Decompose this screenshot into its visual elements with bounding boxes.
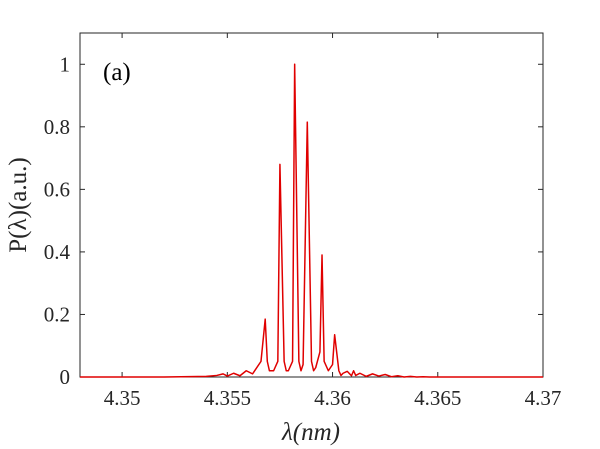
x-tick-label: 4.35	[104, 386, 141, 410]
y-tick-label: 0.8	[44, 115, 70, 139]
y-axis-ticks: 0 0.2 0.4 0.6 0.8 1	[44, 52, 543, 389]
y-tick-label: 0.4	[44, 240, 71, 264]
panel-label: (a)	[103, 59, 131, 86]
spectrum-line	[80, 63, 543, 378]
x-tick-label: 4.355	[204, 386, 251, 410]
y-axis-label: P(λ)(a.u.)	[5, 157, 32, 252]
y-tick-label: 0	[60, 365, 71, 389]
x-axis-ticks: 4.35 4.355 4.36 4.365 4.37	[104, 33, 562, 410]
x-axis-label: λ(nm)	[281, 419, 340, 446]
x-tick-label: 4.37	[525, 386, 562, 410]
x-tick-label: 4.36	[314, 386, 351, 410]
y-tick-label: 0.6	[44, 177, 70, 201]
series-layer	[80, 63, 543, 378]
y-tick-label: 0.2	[44, 302, 70, 326]
y-tick-label: 1	[60, 52, 71, 76]
x-tick-label: 4.365	[414, 386, 461, 410]
